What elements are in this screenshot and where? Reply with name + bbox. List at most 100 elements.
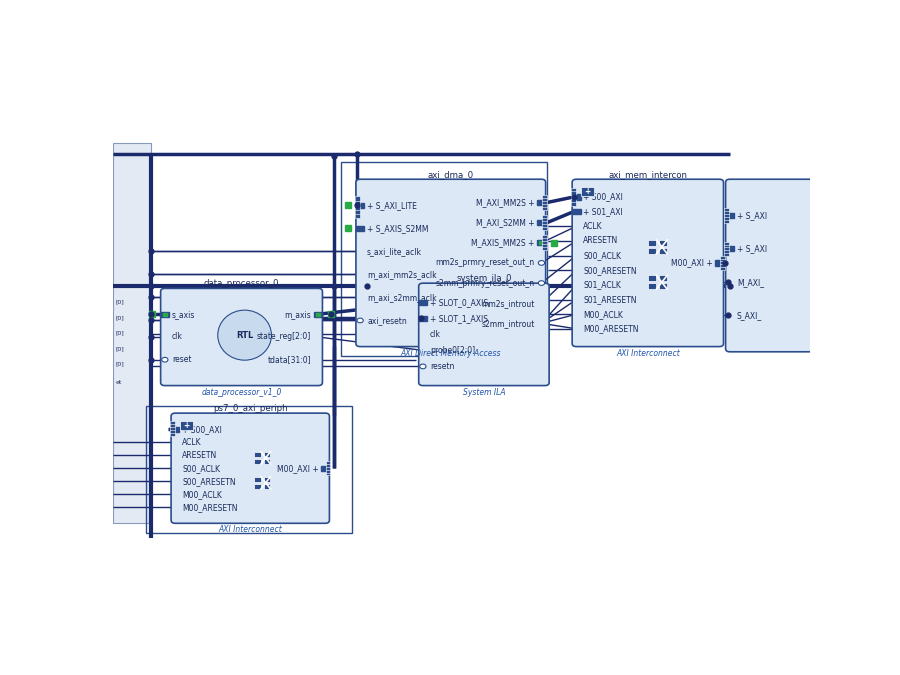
Bar: [264, 452, 270, 457]
Text: s_axi_lite_aclk: s_axi_lite_aclk: [367, 247, 422, 256]
Circle shape: [357, 318, 364, 323]
Bar: [264, 477, 270, 482]
Text: M00_ACLK: M00_ACLK: [182, 489, 222, 499]
Bar: [264, 459, 270, 464]
Bar: [537, 220, 545, 225]
Text: data_processor_0: data_processor_0: [203, 279, 279, 288]
Text: resetn: resetn: [430, 362, 454, 371]
Bar: [660, 284, 667, 290]
Text: M00_ARESETN: M00_ARESETN: [583, 324, 639, 333]
Text: S01_ACLK: S01_ACLK: [583, 280, 621, 290]
Text: ps7_0_axi_periph: ps7_0_axi_periph: [213, 404, 288, 412]
Text: + S_AXI: + S_AXI: [737, 211, 767, 220]
Bar: [648, 248, 656, 254]
Bar: [648, 240, 656, 246]
Text: + SLOT_1_AXIS: + SLOT_1_AXIS: [430, 314, 488, 323]
Text: +: +: [184, 421, 190, 430]
Bar: [537, 200, 545, 205]
Text: ARESETN: ARESETN: [182, 451, 218, 460]
Bar: [264, 484, 270, 489]
Text: + SLOT_0_AXIS: + SLOT_0_AXIS: [430, 298, 488, 307]
Bar: [355, 196, 360, 218]
Text: et: et: [115, 380, 122, 385]
Text: system_ila_0: system_ila_0: [456, 273, 512, 283]
Bar: [720, 256, 724, 270]
Text: S00_ACLK: S00_ACLK: [583, 251, 621, 260]
Bar: [160, 312, 169, 317]
Bar: [170, 421, 175, 436]
Text: state_reg[2:0]: state_reg[2:0]: [257, 333, 311, 342]
Text: + S00_AXI: + S00_AXI: [182, 425, 222, 434]
Bar: [539, 241, 544, 244]
Bar: [581, 187, 594, 196]
Ellipse shape: [218, 310, 272, 360]
Text: M00_ARESETN: M00_ARESETN: [182, 503, 238, 512]
Text: M00_ACLK: M00_ACLK: [583, 310, 623, 319]
Circle shape: [538, 261, 544, 265]
FancyBboxPatch shape: [171, 413, 329, 523]
Text: + S01_AXI: + S01_AXI: [583, 207, 623, 216]
Circle shape: [419, 364, 426, 369]
Text: S00_ARESETN: S00_ARESETN: [583, 266, 637, 275]
Text: s2mm_introut: s2mm_introut: [482, 319, 535, 328]
Text: mm2s_introut: mm2s_introut: [482, 299, 535, 308]
Text: probe0[2:0]: probe0[2:0]: [430, 346, 475, 355]
Bar: [316, 313, 320, 316]
Bar: [660, 240, 667, 246]
Bar: [660, 275, 667, 281]
Text: axi_dma_0: axi_dma_0: [428, 169, 473, 179]
Bar: [254, 452, 261, 457]
Bar: [326, 461, 330, 475]
Bar: [254, 477, 261, 482]
Text: m_axis: m_axis: [284, 310, 311, 319]
FancyBboxPatch shape: [160, 288, 322, 385]
Text: AXI Direct Memory Access: AXI Direct Memory Access: [400, 349, 501, 358]
Text: + S_AXI: + S_AXI: [737, 244, 767, 253]
Text: + S00_AXI: + S00_AXI: [583, 192, 623, 202]
Bar: [542, 236, 546, 250]
Text: M_AXI_S2MM +: M_AXI_S2MM +: [476, 218, 535, 227]
Text: [0]: [0]: [115, 300, 124, 304]
Text: RTL: RTL: [236, 331, 253, 340]
Bar: [418, 300, 427, 305]
Text: s2mm_prmry_reset_out_n: s2mm_prmry_reset_out_n: [436, 279, 535, 288]
Text: axi_mem_intercon: axi_mem_intercon: [608, 169, 688, 179]
Bar: [648, 284, 656, 290]
Circle shape: [162, 357, 168, 362]
Text: S01_ARESETN: S01_ARESETN: [583, 295, 637, 304]
Text: S_AXI_: S_AXI_: [737, 311, 762, 320]
Bar: [418, 316, 427, 321]
FancyBboxPatch shape: [356, 180, 545, 346]
Text: M_AXI_: M_AXI_: [737, 277, 764, 287]
Bar: [572, 209, 580, 214]
Text: ACLK: ACLK: [583, 222, 603, 231]
Text: [0]: [0]: [115, 331, 124, 335]
Bar: [716, 261, 724, 265]
Text: M_AXI_MM2S +: M_AXI_MM2S +: [476, 198, 535, 207]
Text: m_axi_s2mm_aclk: m_axi_s2mm_aclk: [367, 293, 436, 302]
Bar: [171, 427, 179, 432]
Bar: [254, 459, 261, 464]
Circle shape: [538, 281, 544, 286]
Text: S00_ACLK: S00_ACLK: [182, 464, 220, 472]
Bar: [648, 275, 656, 281]
Text: mm2s_prmry_reset_out_n: mm2s_prmry_reset_out_n: [436, 259, 535, 267]
Bar: [112, 143, 151, 523]
FancyBboxPatch shape: [418, 284, 549, 385]
Text: + S_AXIS_S2MM: + S_AXIS_S2MM: [367, 224, 428, 233]
Bar: [725, 213, 734, 218]
Text: clk: clk: [430, 330, 441, 339]
FancyBboxPatch shape: [572, 180, 724, 346]
Text: m_axi_mm2s_aclk: m_axi_mm2s_aclk: [367, 270, 436, 279]
Bar: [542, 195, 546, 210]
Text: ACLK: ACLK: [182, 437, 202, 447]
Text: S00_ARESETN: S00_ARESETN: [182, 477, 236, 486]
Bar: [146, 406, 352, 533]
Text: [0]: [0]: [115, 346, 124, 351]
Text: ARESETN: ARESETN: [583, 236, 618, 246]
Text: M_AXIS_MM2S +: M_AXIS_MM2S +: [471, 238, 535, 247]
Text: [0]: [0]: [115, 315, 124, 320]
Text: [0]: [0]: [115, 362, 124, 367]
Bar: [163, 313, 166, 316]
Text: + S_AXI_LITE: + S_AXI_LITE: [367, 201, 417, 210]
